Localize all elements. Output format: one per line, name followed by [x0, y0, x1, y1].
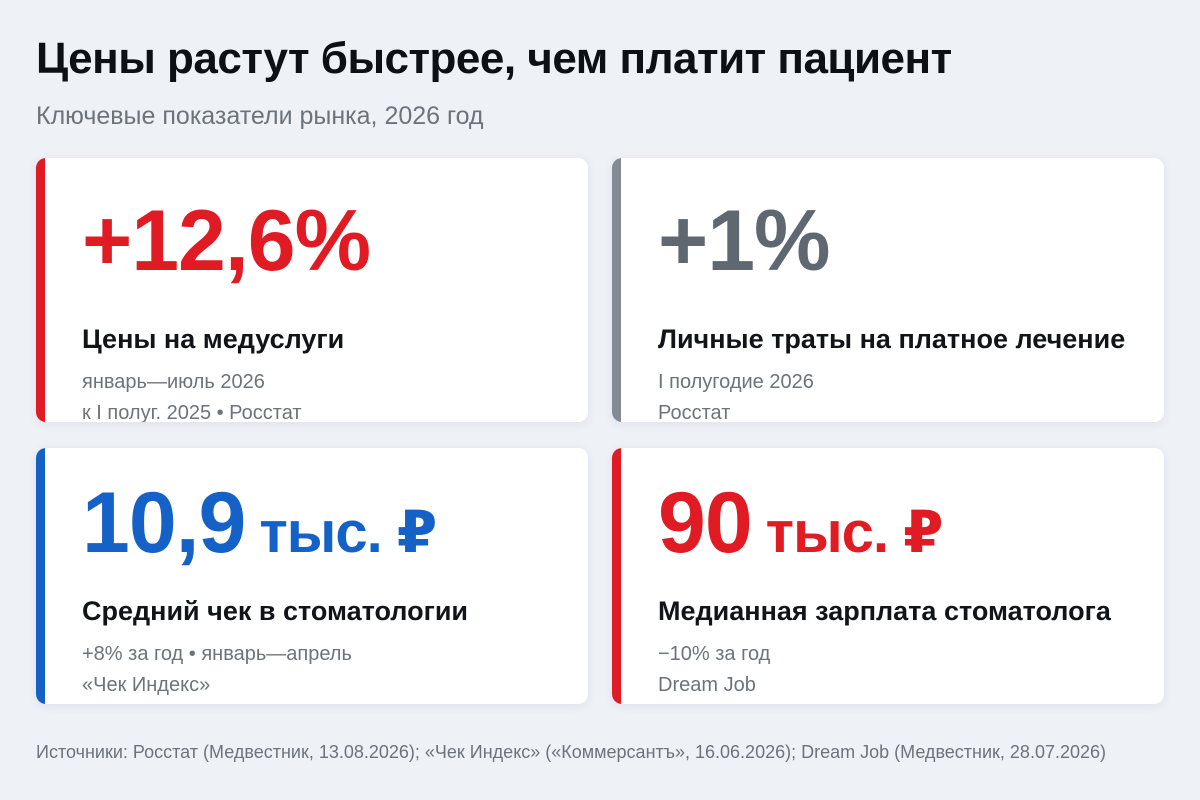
stat-number: 10,9 — [82, 475, 246, 571]
stat-number: 90 — [658, 475, 753, 571]
stat-note: I полугодие 2026 Росстат — [658, 367, 1164, 422]
stat-card-personal-spending: +1% Личные траты на платное лечение I по… — [612, 158, 1164, 422]
stat-value: +1% — [658, 198, 1164, 284]
stat-label: Личные траты на платное лечение — [658, 324, 1126, 354]
card-accent-bar — [612, 158, 621, 422]
card-accent-bar — [612, 448, 621, 704]
stat-note-line: Dream Job — [658, 674, 756, 696]
stat-card-dental-check: 10,9 тыс. ₽ Средний чек в стоматологии +8… — [36, 448, 588, 704]
stat-value: 10,9 тыс. ₽ — [82, 480, 588, 566]
stat-label: Медианная зарплата стоматолога — [658, 596, 1111, 626]
card-accent-bar — [36, 448, 45, 704]
stat-unit: тыс. ₽ — [765, 500, 944, 565]
sources-footnote: Источники: Росстат (Медвестник, 13.08.20… — [36, 742, 1107, 762]
stat-note-line: I полугодие 2026 — [658, 371, 814, 393]
stat-note-line: к I полуг. 2025 • Росстат — [82, 402, 302, 422]
stat-note-line: Росстат — [658, 402, 731, 422]
stat-card-dentist-salary: 90 тыс. ₽ Медианная зарплата стоматолога … — [612, 448, 1164, 704]
stat-note-line: +8% за год • январь—апрель — [82, 643, 352, 665]
stat-note: −10% за год Dream Job — [658, 639, 1164, 701]
stat-note-line: январь—июль 2026 — [82, 371, 265, 393]
stat-number: +1% — [658, 193, 831, 289]
page-title: Цены растут быстрее, чем платит пациент — [36, 34, 952, 83]
stat-label: Средний чек в стоматологии — [82, 596, 469, 626]
stat-number: +12,6% — [82, 193, 371, 289]
stat-value: +12,6% — [82, 198, 588, 284]
stat-note: январь—июль 2026 к I полуг. 2025 • Росст… — [82, 367, 588, 422]
stat-note: +8% за год • январь—апрель «Чек Индекс» — [82, 639, 588, 701]
stat-value: 90 тыс. ₽ — [658, 480, 1164, 566]
page-subtitle: Ключевые показатели рынка, 2026 год — [36, 102, 484, 130]
stat-note-line: «Чек Индекс» — [82, 674, 211, 696]
stat-unit: тыс. ₽ — [259, 500, 437, 565]
card-accent-bar — [36, 158, 45, 422]
stat-note-line: −10% за год — [658, 643, 771, 665]
stats-grid: +12,6% Цены на медуслуги январь—июль 202… — [36, 158, 1164, 704]
stat-label: Цены на медуслуги — [82, 324, 345, 354]
stat-card-medical-prices: +12,6% Цены на медуслуги январь—июль 202… — [36, 158, 588, 422]
